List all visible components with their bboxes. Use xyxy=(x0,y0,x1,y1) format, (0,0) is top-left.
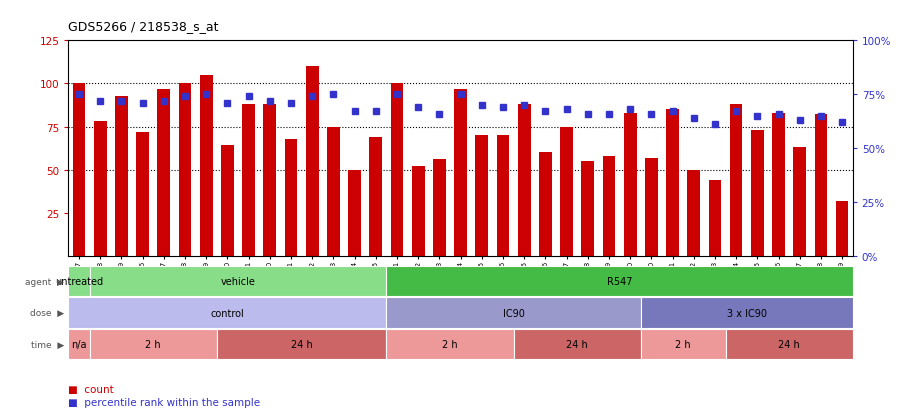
Bar xyxy=(94,122,107,256)
Text: agent  ▶: agent ▶ xyxy=(25,277,64,286)
Bar xyxy=(73,84,86,256)
Bar xyxy=(580,161,593,256)
Bar xyxy=(327,127,340,256)
Bar xyxy=(640,329,725,359)
Bar xyxy=(68,298,386,328)
Text: dose  ▶: dose ▶ xyxy=(30,309,64,317)
Text: 2 h: 2 h xyxy=(442,339,457,349)
Bar xyxy=(284,139,297,256)
Bar xyxy=(454,89,466,256)
Bar xyxy=(348,170,361,256)
Text: 2 h: 2 h xyxy=(674,339,691,349)
Bar xyxy=(200,76,212,256)
Bar xyxy=(538,153,551,256)
Text: time  ▶: time ▶ xyxy=(31,340,64,349)
Bar xyxy=(708,180,721,256)
Bar xyxy=(369,138,382,256)
Bar xyxy=(729,105,742,256)
Bar xyxy=(665,110,678,256)
Bar xyxy=(89,266,386,297)
Bar xyxy=(136,132,148,256)
Text: control: control xyxy=(210,308,244,318)
Bar xyxy=(263,105,276,256)
Text: 24 h: 24 h xyxy=(291,339,312,349)
Bar xyxy=(644,158,657,256)
Text: untreated: untreated xyxy=(55,276,103,287)
Bar xyxy=(623,114,636,256)
Bar xyxy=(475,136,487,256)
Bar xyxy=(602,157,615,256)
Bar xyxy=(158,89,170,256)
Bar xyxy=(179,84,191,256)
Text: 24 h: 24 h xyxy=(777,339,799,349)
Bar xyxy=(559,127,572,256)
Text: 24 h: 24 h xyxy=(566,339,588,349)
Bar xyxy=(68,266,89,297)
Bar xyxy=(390,84,403,256)
Text: vehicle: vehicle xyxy=(220,276,255,287)
Bar xyxy=(772,114,784,256)
Bar xyxy=(386,266,852,297)
Text: 2 h: 2 h xyxy=(145,339,161,349)
Bar xyxy=(793,148,805,256)
Bar xyxy=(814,115,826,256)
Bar xyxy=(89,329,217,359)
Bar xyxy=(242,105,255,256)
Bar xyxy=(725,329,852,359)
Bar xyxy=(834,201,847,256)
Bar xyxy=(412,167,424,256)
Bar xyxy=(513,329,640,359)
Text: n/a: n/a xyxy=(71,339,87,349)
Text: ■  count: ■ count xyxy=(68,385,114,394)
Bar xyxy=(115,96,128,256)
Bar xyxy=(305,67,318,256)
Bar xyxy=(517,105,530,256)
Bar xyxy=(496,136,508,256)
Bar xyxy=(386,298,640,328)
Bar xyxy=(68,329,89,359)
Text: IC90: IC90 xyxy=(502,308,524,318)
Text: 3 x IC90: 3 x IC90 xyxy=(726,308,766,318)
Bar xyxy=(386,329,513,359)
Text: GDS5266 / 218538_s_at: GDS5266 / 218538_s_at xyxy=(68,20,219,33)
Text: R547: R547 xyxy=(606,276,631,287)
Bar xyxy=(640,298,852,328)
Bar xyxy=(220,146,233,256)
Bar xyxy=(750,131,763,256)
Bar xyxy=(217,329,386,359)
Bar xyxy=(687,170,700,256)
Text: ■  percentile rank within the sample: ■ percentile rank within the sample xyxy=(68,397,261,407)
Bar xyxy=(433,160,445,256)
